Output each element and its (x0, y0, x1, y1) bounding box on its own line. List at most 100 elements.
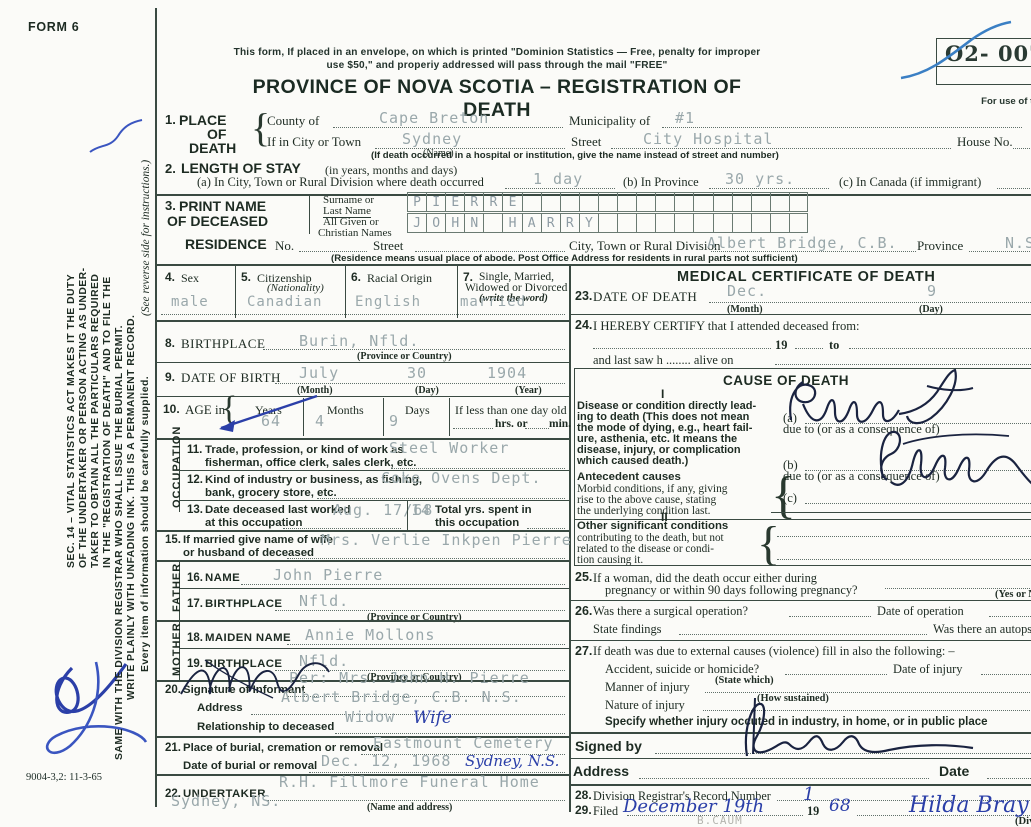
surname-cell[interactable] (674, 192, 694, 212)
item8-sub: (Province or Country) (357, 351, 452, 362)
item16-number: 16. (187, 572, 203, 584)
occupation-sidebar-label: OCCUPATION (171, 425, 183, 508)
item28-label: Division Registrar's Record Number (593, 789, 771, 803)
given-cell[interactable] (693, 213, 713, 233)
surname-cell[interactable] (636, 192, 656, 212)
surname-cell[interactable] (540, 192, 560, 212)
given-cell[interactable]: H (445, 213, 465, 233)
item17-number: 17. (187, 598, 203, 610)
given-names-letter-grid[interactable]: J O H N H A R R Y (407, 213, 808, 233)
surname-cell[interactable] (750, 192, 770, 212)
item3-label-line1: PRINT NAME (179, 198, 267, 214)
item27-injury-date-dots (981, 674, 1031, 675)
item24-from-year: 19 (775, 338, 788, 352)
item27-accident-dots (785, 674, 887, 675)
item10-hrs-label: hrs. or (495, 418, 528, 430)
divider-item12 (179, 470, 569, 471)
item12-label-line2: bank, grocery store, etc. (205, 487, 337, 499)
item17-value: Nfld. (299, 592, 350, 610)
item10-brace: { (221, 390, 238, 427)
given-cell[interactable]: N (464, 213, 484, 233)
vertical-notice-line1: SEC. 14 – VITAL STATISTICS ACT MAKES IT … (66, 273, 77, 568)
item23-month: Dec. (727, 282, 768, 300)
item13-label-line2: at this occupation (205, 517, 303, 529)
item10-min-dots (525, 428, 549, 429)
registration-number-box: O2- 007369 (936, 38, 1031, 85)
surname-letter-grid[interactable]: P I E R R E (407, 192, 808, 212)
given-cell[interactable] (731, 213, 751, 233)
item22-dots (267, 800, 565, 801)
item11-dots (391, 468, 565, 469)
given-cell[interactable]: R (540, 213, 560, 233)
item2-label: LENGTH OF STAY (181, 160, 301, 176)
given-cell[interactable] (597, 213, 618, 233)
divider-main-top (157, 264, 1031, 267)
surname-cell[interactable] (578, 192, 598, 212)
divider-item28 (571, 784, 1031, 786)
surname-cell[interactable] (559, 192, 579, 212)
item1-street-label: Street (571, 134, 602, 149)
residence-street-dots (415, 251, 565, 252)
item27-injury-date-label: Date of injury (893, 662, 963, 676)
item16-dots (241, 584, 565, 585)
item27-accident-label: Accident, suicide or homicide? (605, 662, 760, 676)
item21-date-value: Dec. 12, 1968 (321, 752, 452, 770)
cause-antecedent-title: Antecedent causes (577, 471, 681, 483)
item9-dots (275, 383, 565, 384)
surname-cell[interactable] (769, 192, 789, 212)
surname-cell[interactable] (693, 192, 713, 212)
given-cell[interactable] (617, 213, 637, 233)
form-code-label: 9004-3,2: 11-3-65 (26, 772, 103, 783)
surname-cell[interactable] (788, 192, 808, 212)
cause-part-1-label: I (661, 387, 665, 401)
residence-city-label: City, Town or Rural Division (569, 238, 721, 253)
given-cell[interactable] (712, 213, 732, 233)
item5-value: Canadian (247, 294, 323, 310)
divider-item17 (179, 588, 569, 589)
vertical-notice-line8: (See reverse side for instructions.) (140, 159, 152, 316)
residence-city-dots (711, 251, 916, 252)
item23-month-sub: (Month) (727, 304, 763, 315)
item8-label: BIRTHPLACE (181, 336, 266, 351)
physician-signature-ink (744, 697, 974, 757)
item7-label-line1: Single, Married, (479, 271, 555, 283)
surname-cell[interactable] (597, 192, 618, 212)
given-cell[interactable]: J (407, 213, 427, 233)
item26-q3: State findings (593, 622, 662, 636)
item24-lastsaw-dots (775, 364, 1031, 365)
given-cell[interactable] (788, 213, 808, 233)
surname-cell[interactable] (521, 192, 541, 212)
given-cell[interactable] (655, 213, 675, 233)
surname-cell[interactable]: P (407, 192, 427, 212)
surname-cell[interactable]: E (502, 192, 522, 212)
given-cell[interactable] (750, 213, 770, 233)
item10-hrs-dots (453, 428, 493, 429)
surname-cell[interactable]: I (426, 192, 446, 212)
surname-cell[interactable]: R (483, 192, 503, 212)
cause-b-dueto-label: due to (or as a consequence of) (783, 469, 940, 483)
item8-number: 8. (165, 336, 176, 350)
date-dots-right (987, 778, 1031, 779)
surname-cell[interactable] (617, 192, 637, 212)
item20-value: Per: Mrs. John H. Pierre (289, 669, 530, 687)
given-cell[interactable] (769, 213, 789, 233)
cause-directly-line6: which caused death.) (577, 455, 689, 467)
given-cell[interactable]: Y (578, 213, 598, 233)
item2-a-label: (a) In City, Town or Rural Division wher… (197, 175, 484, 189)
surname-cell[interactable]: E (445, 192, 465, 212)
given-cell[interactable]: H (502, 213, 522, 233)
given-cell[interactable] (483, 213, 503, 233)
item21-ink-note: Sydney, N.S. (465, 752, 560, 770)
given-cell[interactable] (636, 213, 656, 233)
surname-cell[interactable] (712, 192, 732, 212)
item9-day-sub: (Day) (415, 385, 439, 396)
surname-cell[interactable] (731, 192, 751, 212)
surname-cell[interactable] (655, 192, 675, 212)
given-cell[interactable] (674, 213, 694, 233)
given-cell[interactable]: R (559, 213, 579, 233)
item1-municipality-dots (662, 127, 1022, 128)
given-cell[interactable]: O (426, 213, 446, 233)
given-cell[interactable]: A (521, 213, 541, 233)
surname-cell[interactable]: R (464, 192, 484, 212)
item8-dots (263, 349, 565, 350)
